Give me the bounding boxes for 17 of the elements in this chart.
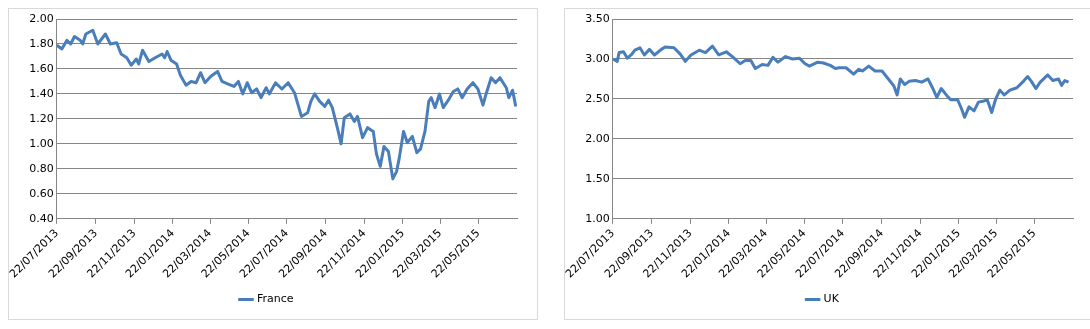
y-tick-label: 1.80 — [29, 36, 54, 50]
y-tick-label: 1.00 — [29, 136, 54, 150]
y-tick-label: 2.00 — [29, 11, 54, 25]
y-tick-label: 3.50 — [585, 11, 610, 25]
y-tick-label: 0.80 — [29, 161, 54, 175]
y-tick-label: 2.50 — [585, 91, 610, 105]
y-tick-label: 0.40 — [29, 211, 54, 225]
y-tick-label: 0.60 — [29, 186, 54, 200]
y-tick-label: 1.50 — [585, 171, 610, 185]
y-tick-label: 3.00 — [585, 51, 610, 65]
y-tick-label: 1.20 — [29, 111, 54, 125]
y-tick-label: 1.60 — [29, 61, 54, 75]
y-tick-label: 1.40 — [29, 86, 54, 100]
legend-label: France — [256, 292, 294, 306]
y-tick-label: 2.00 — [585, 131, 610, 145]
legend-label: UK — [823, 292, 840, 306]
y-tick-label: 1.00 — [585, 211, 610, 225]
